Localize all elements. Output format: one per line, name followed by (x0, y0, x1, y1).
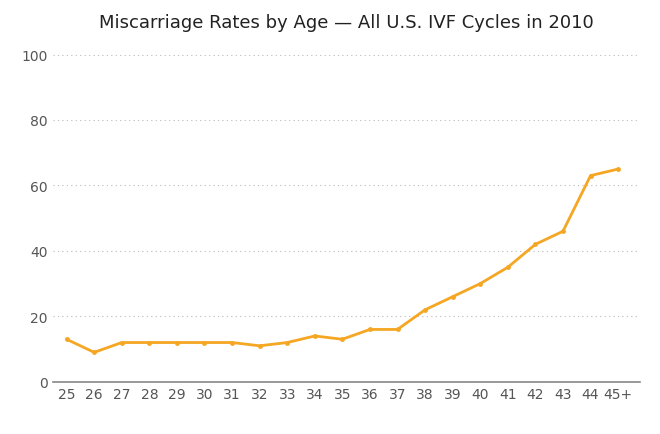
Title: Miscarriage Rates by Age — All U.S. IVF Cycles in 2010: Miscarriage Rates by Age — All U.S. IVF … (99, 14, 594, 32)
